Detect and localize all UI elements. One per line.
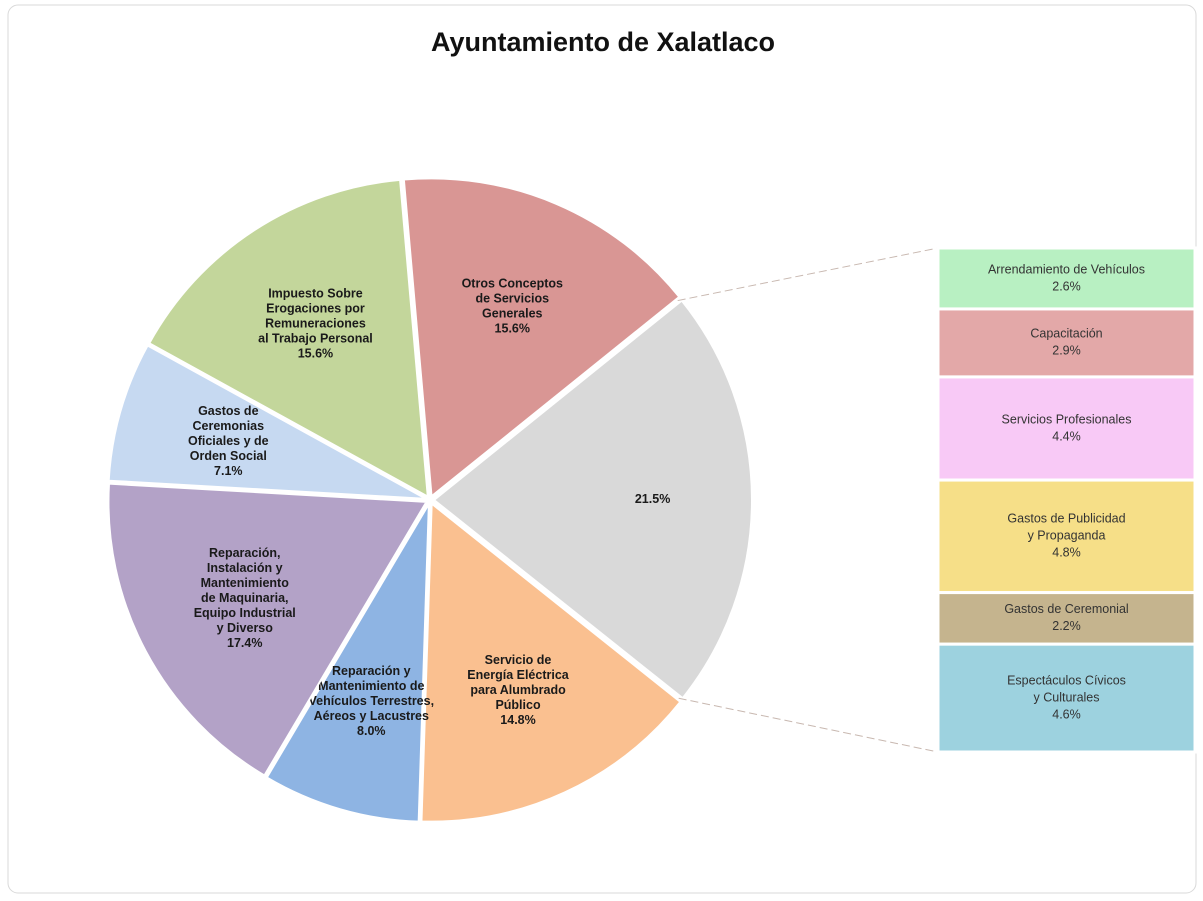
bar-label: 2.9%: [1052, 344, 1081, 358]
bar-label: 2.6%: [1052, 279, 1081, 293]
slice-label: Gastos de: [198, 404, 258, 418]
slice-label: Mantenimiento: [201, 576, 290, 590]
bar-label: y Culturales: [1034, 690, 1100, 704]
pie-slice: [432, 299, 753, 700]
bar-label: 2.2%: [1052, 619, 1081, 633]
slice-label: Oficiales y de: [188, 434, 269, 448]
chart-title: Ayuntamiento de Xalatlaco: [431, 27, 775, 57]
slice-label: de Servicios: [475, 292, 549, 306]
pie-slice: [420, 501, 682, 823]
slice-label: 14.8%: [500, 713, 535, 727]
bar-label: Capacitación: [1030, 327, 1102, 341]
slice-label: y Diverso: [217, 621, 274, 635]
slice-label: Remuneraciones: [265, 316, 366, 330]
slice-label: Otros Conceptos: [462, 277, 563, 291]
slice-label: 21.5%: [635, 492, 670, 506]
connector: [678, 697, 939, 753]
slice-label: para Alumbrado: [470, 683, 566, 697]
slice-label: de Maquinaria,: [201, 591, 289, 605]
pie-slice: [107, 344, 427, 500]
bar-label: Arrendamiento de Vehículos: [988, 262, 1145, 276]
bar-label: 4.6%: [1052, 707, 1081, 721]
slice-label: Impuesto Sobre: [268, 286, 363, 300]
slice-label: Reparación y: [332, 664, 411, 678]
slice-label: 7.1%: [214, 464, 243, 478]
slice-label: 8.0%: [357, 724, 386, 738]
slice-label: Equipo Industrial: [194, 606, 296, 620]
pie-slice: [402, 177, 681, 499]
bar-label: Servicios Profesionales: [1002, 412, 1132, 426]
bar-label: Gastos de Ceremonial: [1004, 602, 1128, 616]
slice-label: Público: [495, 698, 541, 712]
slice-label: 15.6%: [298, 346, 333, 360]
slice-label: Servicio de: [485, 653, 552, 667]
slice-label: al Trabajo Personal: [258, 331, 373, 345]
slice-label: Energía Eléctrica: [467, 668, 569, 682]
bar-label: 4.4%: [1052, 429, 1081, 443]
slice-label: 15.6%: [495, 322, 530, 336]
bar-segment: [936, 478, 1197, 595]
slice-label: 17.4%: [227, 636, 262, 650]
connector: [677, 247, 939, 302]
bar-segment: [936, 375, 1197, 482]
bar-label: y Propaganda: [1028, 529, 1106, 543]
bar-label: 4.8%: [1052, 546, 1081, 560]
bar-segment: [936, 591, 1197, 646]
bar-label: Espectáculos Cívicos: [1007, 673, 1126, 687]
slice-label: Aéreos y Lacustres: [314, 709, 429, 723]
slice-label: Reparación,: [209, 546, 281, 560]
slice-label: Instalación y: [207, 561, 283, 575]
pie-slice: [107, 482, 429, 777]
slice-label: Ceremonias: [193, 419, 265, 433]
bar-label: Gastos de Publicidad: [1007, 512, 1125, 526]
slice-label: Generales: [482, 307, 543, 321]
slice-label: Erogaciones por: [266, 301, 365, 315]
pie-slice: [265, 503, 430, 823]
slice-label: Orden Social: [190, 449, 267, 463]
slice-label: Mantenimiento de: [318, 679, 424, 693]
pie-slice: [147, 178, 429, 499]
slice-label: Vehículos Terrestres,: [309, 694, 435, 708]
bar-segment: [936, 642, 1197, 754]
